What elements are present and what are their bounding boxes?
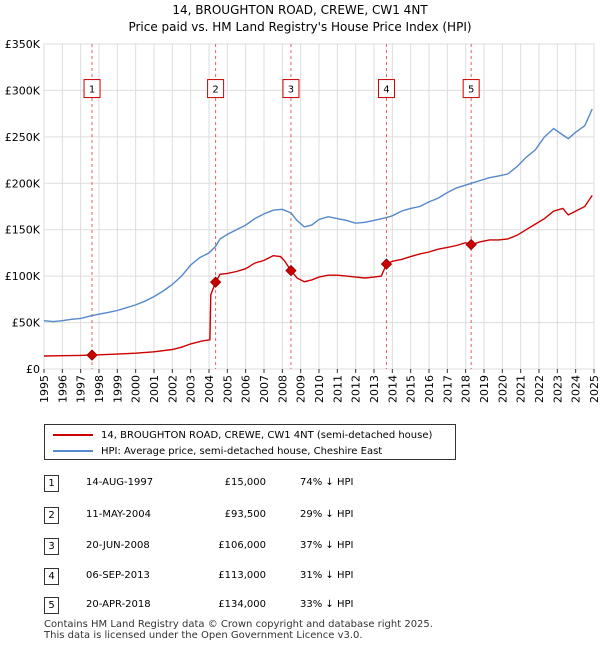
- transaction-price: £15,000: [224, 477, 266, 488]
- x-tick-label: 2024: [570, 375, 583, 403]
- transaction-number: 1: [44, 475, 59, 492]
- y-tick-label: £50K: [12, 317, 41, 330]
- sale-marker-box: [462, 79, 480, 99]
- sale-marker-box: [282, 79, 300, 99]
- x-tick-label: 2000: [130, 375, 143, 403]
- x-tick-label: 1996: [56, 375, 69, 403]
- x-tick-label: 2013: [368, 375, 381, 403]
- sale-marker-number: 3: [288, 85, 294, 96]
- x-tick-label: 2025: [588, 375, 600, 403]
- x-tick-label: 2008: [276, 375, 289, 403]
- x-tick-label: 2021: [515, 375, 528, 403]
- y-tick-label: £300K: [5, 84, 41, 97]
- chart-legend: 14, BROUGHTON ROAD, CREWE, CW1 4NT (semi…: [44, 424, 456, 460]
- x-tick-label: 1998: [93, 375, 106, 403]
- transaction-hpi: 33% ↓ HPI: [300, 599, 354, 610]
- sale-point: [285, 264, 297, 277]
- table-row: 1 14-AUG-1997 £15,000 74% ↓ HPI: [0, 474, 600, 494]
- x-tick-label: 2006: [240, 375, 253, 403]
- transaction-number: 4: [44, 568, 59, 585]
- sale-marker-box: [377, 79, 395, 99]
- x-tick-label: 1995: [38, 375, 51, 403]
- x-tick-label: 2011: [331, 375, 344, 403]
- x-tick-label: 2005: [221, 375, 234, 403]
- sale-marker-number: 4: [383, 85, 389, 96]
- transaction-price: £113,000: [218, 570, 266, 581]
- x-tick-label: 1999: [111, 375, 124, 403]
- transaction-price: £93,500: [224, 509, 266, 520]
- x-tick-label: 2001: [148, 375, 161, 403]
- x-tick-label: 2016: [423, 375, 436, 403]
- table-row: 5 20-APR-2018 £134,000 33% ↓ HPI: [0, 596, 600, 616]
- sale-point: [209, 276, 222, 288]
- transaction-hpi: 31% ↓ HPI: [300, 570, 354, 581]
- x-tick-label: 2015: [405, 375, 418, 403]
- x-tick-label: 2004: [203, 375, 216, 403]
- footer-note: Contains HM Land Registry data © Crown c…: [44, 619, 433, 641]
- series-line: [43, 108, 593, 323]
- sale-marker-box: [207, 79, 225, 99]
- sale-point: [86, 349, 98, 361]
- transaction-hpi: 37% ↓ HPI: [300, 540, 354, 551]
- transaction-date: 11-MAY-2004: [86, 509, 152, 520]
- transaction-hpi: 29% ↓ HPI: [300, 509, 354, 520]
- y-tick-label: £250K: [5, 131, 41, 144]
- y-tick-label: £100K: [5, 270, 41, 283]
- x-tick-label: 2003: [185, 375, 198, 403]
- footer-license: This data is licensed under the Open Gov…: [44, 630, 363, 641]
- table-row: 4 06-SEP-2013 £113,000 31% ↓ HPI: [0, 567, 600, 587]
- legend-item-property: 14, BROUGHTON ROAD, CREWE, CW1 4NT (semi…: [53, 427, 432, 443]
- transaction-date: 20-APR-2018: [86, 599, 151, 610]
- x-tick-label: 2010: [313, 375, 326, 403]
- y-tick-label: £0: [26, 363, 40, 376]
- x-tick-label: 2019: [478, 375, 491, 403]
- legend-swatch-property: [53, 434, 93, 436]
- sale-marker-number: 5: [468, 85, 474, 96]
- sale-point: [465, 238, 477, 251]
- price-chart: 1995 1996 1997 1998 1999 2000 2001 2002 2003 2004…: [5, 38, 600, 403]
- transaction-date: 06-SEP-2013: [86, 570, 150, 581]
- transaction-number: 3: [44, 538, 59, 555]
- x-tick-label: 2007: [258, 375, 271, 403]
- y-tick-label: £200K: [5, 177, 41, 190]
- transaction-date: 20-JUN-2008: [86, 540, 150, 551]
- transaction-number: 2: [44, 507, 59, 524]
- transaction-date: 14-AUG-1997: [86, 477, 154, 488]
- x-tick-label: 2014: [386, 375, 399, 403]
- x-tick-label: 2012: [350, 375, 363, 403]
- sale-marker-box: [83, 79, 101, 99]
- legend-label-hpi: HPI: Average price, semi-detached house,…: [101, 445, 383, 457]
- transaction-number: 5: [44, 597, 59, 614]
- legend-item-hpi: HPI: Average price, semi-detached house,…: [53, 443, 382, 459]
- legend-label-property: 14, BROUGHTON ROAD, CREWE, CW1 4NT (semi…: [101, 429, 433, 441]
- x-tick-label: 2020: [496, 375, 509, 403]
- x-tick-label: 2023: [551, 375, 564, 403]
- x-tick-label: 2022: [533, 375, 546, 403]
- sale-marker-number: 1: [89, 85, 95, 96]
- x-tick-label: 2018: [460, 375, 473, 403]
- table-row: 2 11-MAY-2004 £93,500 29% ↓ HPI: [0, 506, 600, 526]
- footer-copyright: Contains HM Land Registry data © Crown c…: [44, 619, 433, 630]
- chart-title: 14, BROUGHTON ROAD, CREWE, CW1 4NT: [172, 3, 428, 17]
- sale-marker-number: 2: [212, 85, 218, 96]
- x-tick-label: 2009: [295, 375, 308, 403]
- series-line: [43, 195, 593, 357]
- x-tick-label: 2002: [166, 375, 179, 403]
- sale-point: [380, 258, 393, 270]
- y-tick-label: £150K: [5, 224, 41, 237]
- transaction-hpi: 74% ↓ HPI: [300, 477, 354, 488]
- legend-swatch-hpi: [53, 450, 93, 452]
- transaction-price: £134,000: [218, 599, 266, 610]
- table-row: 3 20-JUN-2008 £106,000 37% ↓ HPI: [0, 537, 600, 557]
- x-tick-label: 1997: [75, 375, 88, 403]
- chart-subtitle: Price paid vs. HM Land Registry's House …: [128, 20, 472, 34]
- y-tick-label: £350K: [5, 38, 41, 51]
- transaction-price: £106,000: [218, 540, 266, 551]
- x-tick-label: 2017: [441, 375, 454, 403]
